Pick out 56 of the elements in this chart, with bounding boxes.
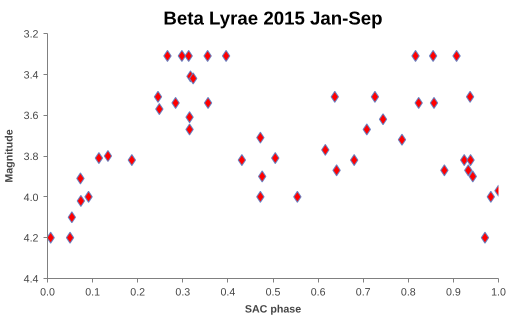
point — [378, 113, 388, 126]
point — [163, 50, 172, 62]
y-tick-label: 4.4 — [24, 274, 39, 286]
point — [68, 211, 76, 224]
x-tick-label: 0.2 — [130, 286, 146, 298]
y-tick-label: 3.6 — [24, 110, 39, 122]
point — [66, 232, 74, 244]
point — [203, 50, 212, 62]
point — [332, 164, 341, 176]
point — [480, 232, 490, 244]
point — [94, 152, 104, 164]
point — [76, 172, 85, 184]
x-tick-label: 0.8 — [400, 286, 416, 298]
x-axis-title: SAC phase — [244, 304, 302, 316]
point — [466, 90, 474, 103]
point — [466, 154, 475, 166]
point — [104, 150, 112, 162]
point — [440, 164, 449, 176]
x-tick-label: 0.3 — [175, 286, 190, 298]
point — [238, 154, 246, 166]
y-tick-label: 4.0 — [24, 192, 39, 204]
point — [222, 50, 230, 62]
point — [370, 90, 380, 103]
x-tick-label: 0.7 — [356, 286, 371, 298]
point — [428, 50, 438, 62]
y-axis-title: Magnitude — [4, 129, 16, 183]
point — [184, 50, 193, 62]
x-tick-label: 1.0 — [491, 286, 506, 298]
y-tick-label: 4.2 — [24, 232, 39, 245]
x-tick-label: 0.4 — [220, 286, 236, 298]
x-tick-label: 0.6 — [310, 286, 326, 298]
point — [452, 50, 461, 62]
point — [128, 154, 136, 166]
x-tick-label: 0.9 — [446, 286, 461, 298]
point — [185, 111, 194, 124]
point — [185, 123, 194, 136]
point — [430, 96, 438, 109]
point — [84, 190, 93, 203]
point — [155, 103, 164, 116]
y-tick-label: 3.4 — [24, 69, 39, 82]
chart-title: Beta Lyrae 2015 Jan-Sep — [163, 8, 383, 28]
point — [256, 190, 265, 203]
y-tick-label: 3.8 — [24, 151, 39, 163]
point — [178, 50, 186, 62]
point — [204, 96, 212, 109]
x-tick-label: 0.1 — [85, 286, 100, 298]
point — [411, 50, 420, 62]
point — [398, 134, 406, 146]
point — [293, 190, 302, 203]
y-tick-label: 3.2 — [24, 28, 39, 40]
point — [76, 194, 86, 207]
x-tick-label: 0.5 — [266, 286, 280, 298]
x-tick-label: 0.0 — [40, 286, 55, 298]
point — [154, 90, 162, 103]
point — [171, 96, 180, 109]
point — [256, 132, 265, 144]
